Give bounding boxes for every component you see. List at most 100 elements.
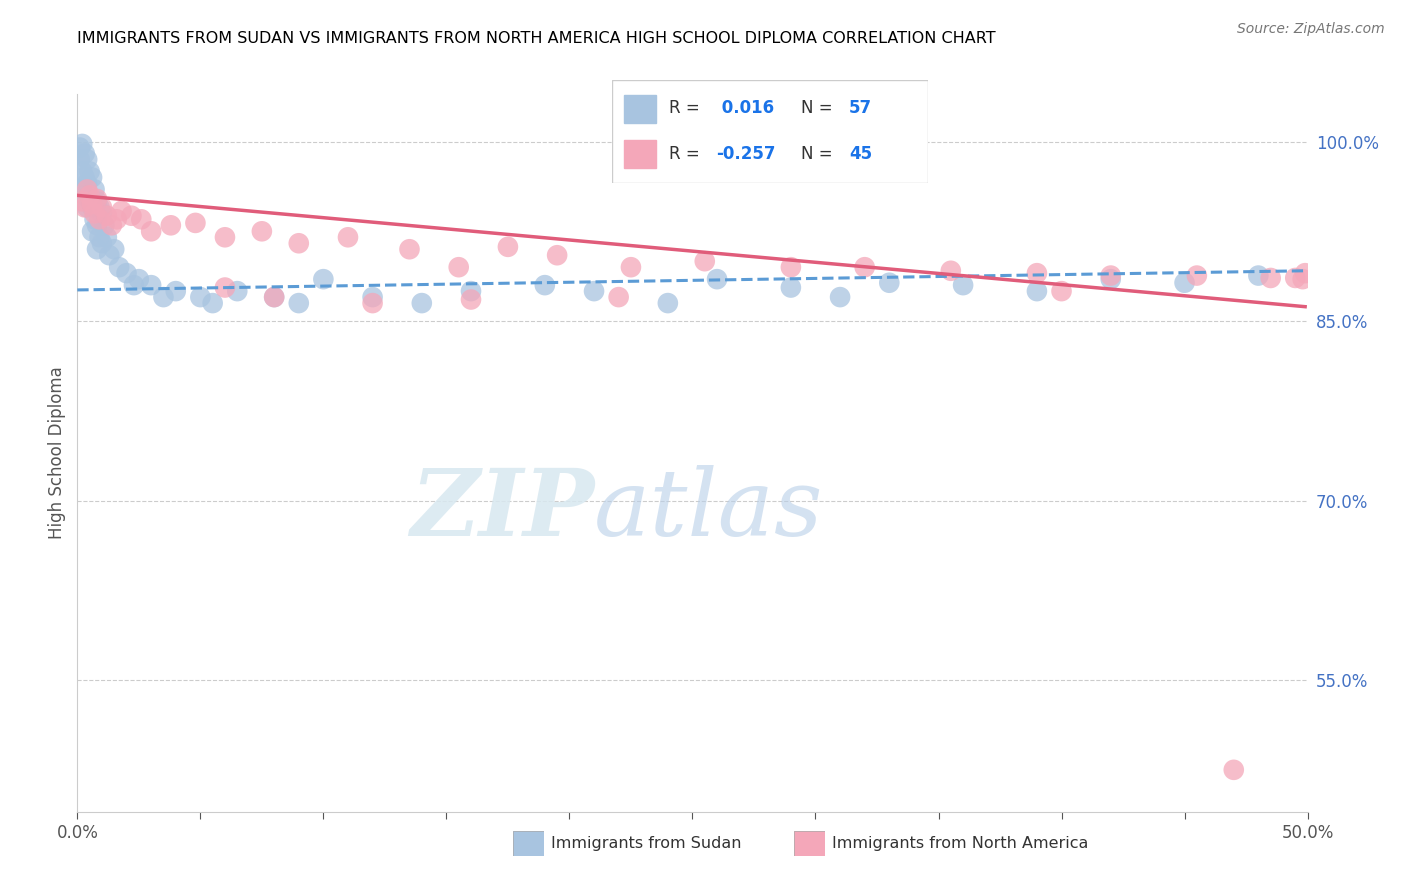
Text: R =: R = [669, 99, 699, 117]
Y-axis label: High School Diploma: High School Diploma [48, 367, 66, 539]
Point [939, 264, 962, 278]
Point [76, 200, 98, 214]
Point [534, 278, 557, 293]
Point [129, 212, 153, 227]
Point [1174, 276, 1197, 290]
Point [188, 290, 212, 304]
Point [706, 272, 728, 286]
Point [90, 206, 114, 220]
Point [1294, 266, 1316, 280]
Point [583, 284, 606, 298]
Point [76, 182, 98, 196]
Point [90, 200, 114, 214]
Point [361, 296, 384, 310]
Text: Immigrants from Sudan: Immigrants from Sudan [551, 837, 741, 851]
Point [879, 276, 901, 290]
Point [98, 248, 121, 262]
Point [1026, 266, 1049, 280]
Point [165, 284, 187, 298]
Point [86, 194, 108, 209]
Point [86, 192, 108, 206]
Point [79, 194, 101, 209]
Point [830, 290, 852, 304]
Bar [624, 140, 655, 169]
Point [780, 280, 803, 294]
Point [141, 278, 163, 293]
Text: N =: N = [801, 99, 832, 117]
Text: 57: 57 [849, 99, 872, 117]
Point [69, 140, 91, 154]
Point [460, 284, 482, 298]
Point [83, 212, 105, 227]
Point [108, 260, 131, 275]
Point [460, 293, 482, 307]
Point [1099, 268, 1122, 283]
Point [141, 224, 163, 238]
Point [160, 219, 183, 233]
Text: Source: ZipAtlas.com: Source: ZipAtlas.com [1237, 22, 1385, 37]
Point [1247, 268, 1270, 283]
Point [1223, 763, 1246, 777]
Text: N =: N = [801, 145, 832, 163]
Point [607, 290, 630, 304]
Point [69, 153, 91, 167]
Point [82, 170, 104, 185]
Text: 45: 45 [849, 145, 872, 163]
Point [201, 296, 224, 310]
Point [128, 272, 150, 286]
Point [337, 230, 360, 244]
Point [152, 290, 174, 304]
Point [111, 203, 132, 218]
Point [263, 290, 285, 304]
Point [82, 224, 104, 238]
Text: R =: R = [669, 145, 699, 163]
Text: Immigrants from North America: Immigrants from North America [832, 837, 1088, 851]
Point [1185, 268, 1208, 283]
Point [83, 182, 105, 196]
Point [693, 254, 716, 268]
Text: atlas: atlas [595, 465, 824, 555]
Point [121, 209, 143, 223]
Point [90, 236, 114, 251]
Point [70, 194, 93, 209]
Text: ZIP: ZIP [409, 465, 595, 555]
Bar [624, 95, 655, 123]
Point [1026, 284, 1049, 298]
Text: -0.257: -0.257 [716, 145, 776, 163]
Point [411, 296, 433, 310]
Point [288, 296, 311, 310]
Point [93, 219, 115, 233]
Point [89, 230, 111, 244]
Point [952, 278, 974, 293]
Point [103, 242, 125, 256]
Point [101, 219, 124, 233]
Point [96, 209, 118, 223]
FancyBboxPatch shape [612, 80, 928, 183]
Point [79, 188, 101, 202]
Point [853, 260, 876, 275]
Point [89, 212, 111, 227]
Point [288, 236, 311, 251]
Point [1050, 284, 1073, 298]
Point [86, 219, 108, 233]
Point [70, 136, 93, 151]
Point [76, 177, 98, 191]
Point [73, 200, 96, 214]
Point [83, 206, 105, 220]
Point [1260, 271, 1282, 285]
Point [214, 280, 236, 294]
Point [398, 242, 420, 256]
Point [263, 290, 285, 304]
Point [1099, 272, 1122, 286]
Point [780, 260, 803, 275]
Point [250, 224, 273, 238]
Point [115, 266, 138, 280]
Text: 0.016: 0.016 [716, 99, 775, 117]
Point [657, 296, 679, 310]
Point [82, 200, 104, 214]
Point [105, 212, 128, 227]
Point [184, 216, 207, 230]
Point [86, 242, 108, 256]
Point [73, 170, 96, 185]
Point [76, 153, 98, 167]
